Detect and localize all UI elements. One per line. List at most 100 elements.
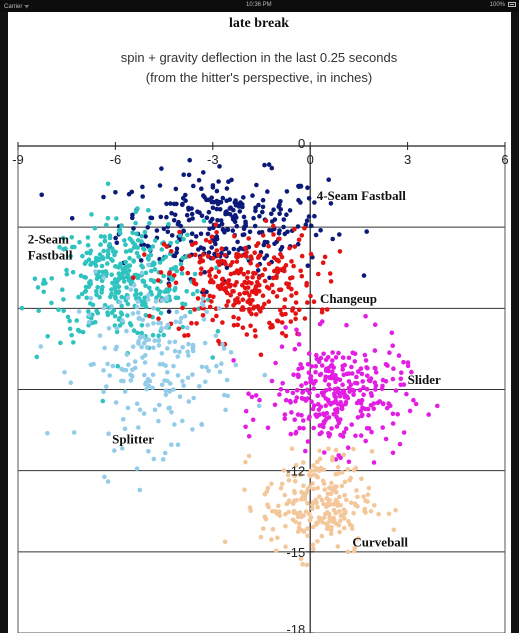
- data-point: [348, 500, 354, 506]
- data-point: [260, 197, 266, 203]
- data-point: [161, 226, 167, 232]
- data-point: [337, 249, 343, 254]
- data-point: [201, 170, 206, 175]
- data-point: [240, 325, 246, 331]
- data-point: [120, 446, 125, 451]
- data-point: [243, 424, 248, 430]
- data-point: [184, 212, 190, 218]
- data-point: [94, 276, 100, 282]
- data-point: [292, 226, 297, 232]
- data-point: [131, 283, 137, 288]
- data-point: [64, 271, 70, 277]
- data-point: [292, 473, 298, 479]
- data-point: [35, 285, 41, 290]
- data-point: [169, 233, 175, 238]
- data-point: [148, 289, 153, 295]
- data-point: [49, 300, 54, 306]
- data-point: [180, 305, 185, 311]
- data-point: [241, 307, 246, 312]
- data-point: [142, 247, 147, 252]
- data-point: [158, 310, 164, 316]
- data-point: [384, 405, 390, 411]
- data-point: [134, 304, 140, 310]
- data-point: [89, 212, 94, 217]
- data-point: [289, 410, 294, 415]
- data-point: [173, 285, 178, 291]
- data-point: [338, 455, 343, 461]
- data-point: [106, 326, 112, 331]
- data-point: [109, 291, 114, 297]
- data-point: [353, 502, 359, 508]
- data-point: [86, 284, 92, 290]
- data-point: [181, 172, 186, 177]
- data-point: [88, 296, 94, 301]
- data-point: [325, 366, 331, 371]
- data-point: [175, 354, 181, 359]
- data-point: [222, 539, 228, 545]
- x-tick-label-5: 6: [501, 152, 508, 167]
- data-point: [134, 250, 140, 256]
- data-point: [390, 450, 396, 456]
- data-point: [386, 401, 392, 406]
- data-point: [373, 366, 378, 371]
- data-point: [277, 513, 283, 518]
- data-point: [361, 273, 367, 278]
- data-point: [289, 259, 294, 264]
- data-point: [125, 405, 131, 411]
- data-point: [79, 291, 85, 297]
- data-point: [305, 526, 310, 531]
- data-point: [253, 286, 258, 291]
- data-point: [195, 296, 201, 301]
- data-point: [103, 269, 109, 274]
- data-point: [150, 244, 156, 249]
- data-point: [172, 348, 178, 354]
- data-point: [262, 162, 267, 168]
- data-point: [102, 474, 107, 480]
- data-point: [189, 206, 194, 211]
- data-point: [257, 288, 262, 294]
- data-point: [251, 215, 256, 221]
- data-point: [126, 263, 132, 268]
- data-point: [257, 253, 263, 258]
- data-point: [306, 214, 312, 219]
- data-point: [292, 417, 298, 423]
- data-point: [296, 197, 301, 203]
- data-point: [360, 412, 365, 418]
- data-point: [186, 217, 192, 223]
- data-point: [120, 318, 125, 323]
- x-tick-label-3: 0: [307, 152, 314, 167]
- data-point: [105, 312, 111, 318]
- data-point: [156, 316, 161, 322]
- data-point: [337, 509, 342, 514]
- data-point: [160, 457, 166, 462]
- data-point: [329, 426, 334, 431]
- data-point: [162, 378, 167, 383]
- y-tick-label-6: -18: [286, 622, 305, 633]
- clock-label: 10:36 PM: [246, 2, 272, 8]
- data-point: [309, 399, 314, 405]
- data-point: [373, 370, 379, 375]
- data-point: [285, 388, 290, 394]
- data-point: [308, 468, 314, 474]
- data-point: [137, 407, 143, 413]
- data-point: [260, 272, 265, 278]
- data-point: [199, 364, 205, 370]
- data-point: [175, 295, 181, 301]
- data-point: [140, 317, 145, 323]
- data-point: [161, 332, 166, 338]
- series-label-0-0: 4-Seam Fastball: [317, 188, 407, 203]
- data-point: [187, 157, 192, 163]
- data-point: [101, 275, 107, 281]
- data-point: [278, 387, 284, 392]
- data-point: [241, 271, 247, 277]
- data-point: [166, 309, 172, 314]
- data-point: [138, 291, 144, 297]
- data-point: [224, 265, 230, 271]
- data-point: [313, 364, 319, 369]
- data-point: [351, 548, 357, 554]
- x-tick-label-2: -3: [207, 152, 219, 167]
- data-point: [93, 259, 99, 264]
- data-point: [240, 297, 246, 303]
- data-point: [85, 243, 91, 248]
- data-point: [328, 201, 334, 206]
